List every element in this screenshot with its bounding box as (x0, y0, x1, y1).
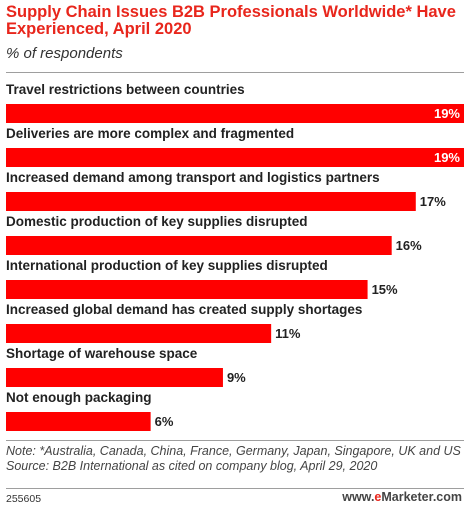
bar (6, 148, 464, 167)
bar (6, 104, 464, 123)
footer-divider (6, 488, 464, 489)
value-label: 11% (275, 326, 301, 341)
bar (6, 368, 223, 387)
value-label: 15% (372, 282, 398, 297)
value-label: 19% (434, 150, 460, 165)
category-label: Travel restrictions between countries (6, 82, 245, 97)
bar (6, 280, 368, 299)
brand-suffix: .com (432, 490, 462, 504)
bar (6, 236, 392, 255)
brand-prefix: www. (342, 490, 375, 504)
value-label: 6% (155, 414, 174, 429)
category-label: Deliveries are more complex and fragment… (6, 126, 294, 141)
chart-id: 255605 (6, 493, 42, 505)
category-label: Increased global demand has created supp… (6, 302, 362, 317)
brand-e: e (374, 490, 382, 504)
bar (6, 192, 416, 211)
brand-logo[interactable]: www.eMarketer.com (342, 490, 462, 504)
chart-title: Supply Chain Issues B2B Professionals Wo… (6, 3, 456, 38)
category-label: Not enough packaging (6, 390, 152, 405)
category-label: Domestic production of key supplies disr… (6, 214, 308, 229)
top-divider (6, 72, 464, 73)
bar (6, 412, 151, 431)
category-label: Increased demand among transport and log… (6, 170, 380, 185)
value-label: 16% (396, 238, 422, 253)
category-label: Shortage of warehouse space (6, 346, 198, 361)
chart-source: Source: B2B International as cited on co… (6, 459, 378, 473)
category-label: International production of key supplies… (6, 258, 328, 273)
footnotes: Note: *Australia, Canada, China, France,… (6, 444, 464, 474)
brand-name: Marketer (381, 490, 433, 504)
value-label: 19% (434, 106, 460, 121)
chart-note: Note: *Australia, Canada, China, France,… (6, 444, 461, 458)
bar (6, 324, 272, 343)
chart-subtitle: % of respondents (6, 45, 123, 62)
value-label: 17% (420, 194, 446, 209)
bottom-divider (6, 440, 464, 441)
value-label: 9% (227, 370, 246, 385)
